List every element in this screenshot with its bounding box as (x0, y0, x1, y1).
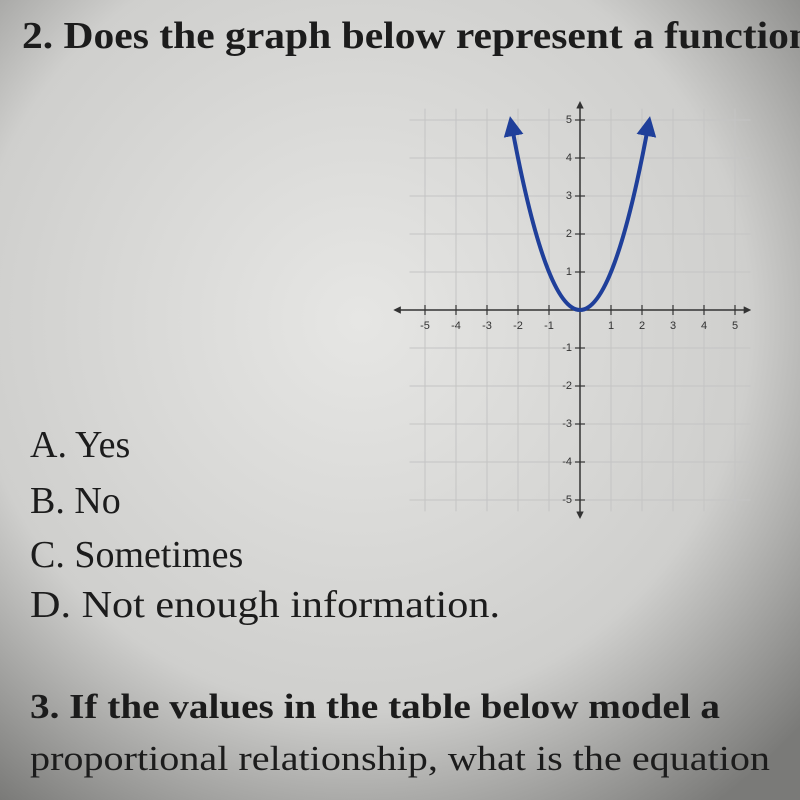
x-tick-label: -2 (513, 320, 523, 332)
y-tick-label: -3 (562, 418, 572, 430)
x-tick-label: -1 (544, 320, 554, 332)
x-tick-label: 3 (670, 320, 676, 332)
y-tick-label: 5 (566, 114, 572, 126)
y-tick-label: -2 (562, 380, 572, 392)
question-text: proportional relationship, what is the e… (30, 739, 770, 778)
x-tick-label: -3 (482, 320, 492, 332)
question-text: 3. If the values in the table below mode… (30, 687, 720, 726)
graph: -5 -4 -3 -2 -1 1 2 3 4 5 5 4 3 2 1 -1 -2 -3 -4 -5 (393, 101, 752, 519)
question-title: 2. Does the graph below represent a func… (22, 15, 800, 57)
parabola (503, 116, 657, 312)
y-tick-label: -1 (562, 342, 572, 354)
x-tick-label: 5 (732, 320, 738, 332)
y-tick-label: 1 (566, 266, 572, 278)
y-tick-label: 3 (566, 190, 572, 202)
option: D. Not enough information. (30, 584, 500, 626)
x-tick-label: -5 (420, 320, 430, 332)
y-tick-label: 2 (566, 228, 572, 240)
y-tick-label: -5 (562, 494, 572, 506)
option: B. No (30, 480, 121, 522)
x-tick-label: 2 (639, 320, 645, 332)
x-tick-label: -4 (451, 320, 461, 332)
y-tick-label: -4 (562, 456, 572, 468)
option: C. Sometimes (30, 534, 243, 576)
x-tick-label: 1 (608, 320, 614, 332)
y-tick-label: 4 (566, 152, 572, 164)
x-tick-label: 4 (701, 320, 707, 332)
option: A. Yes (30, 424, 130, 466)
